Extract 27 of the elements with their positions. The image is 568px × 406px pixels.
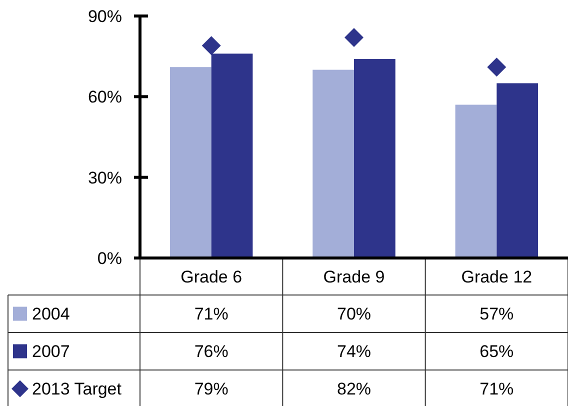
bar: [455, 104, 497, 258]
y-tick-label: 90%: [88, 6, 122, 26]
point: [487, 58, 506, 77]
data-label: 71%: [194, 304, 228, 324]
data-label: 76%: [194, 342, 228, 362]
bar: [354, 59, 396, 258]
bar: [312, 70, 354, 258]
data-label: 82%: [336, 380, 372, 399]
x-tick-label: Grade 9: [323, 267, 385, 286]
x-tick-label: Grade 12: [461, 267, 532, 286]
legend-label: 2004: [32, 304, 70, 324]
bar: [496, 83, 538, 258]
bar: [170, 67, 212, 258]
point: [344, 28, 364, 48]
data-label: 71%: [480, 380, 514, 399]
data-label: 57%: [480, 304, 514, 324]
legend-label: 2007: [32, 342, 70, 362]
y-tick-label: 30%: [88, 168, 122, 188]
y-tick-label: 60%: [88, 88, 122, 107]
point: [202, 36, 221, 56]
data-label: 65%: [480, 342, 514, 362]
data-label: 74%: [336, 342, 372, 362]
legend-label: 2013 Target: [32, 380, 122, 399]
data-label: 70%: [336, 304, 372, 324]
data-label: 79%: [194, 380, 228, 399]
y-tick-label: 0%: [97, 248, 122, 268]
x-tick-label: Grade 6: [180, 267, 242, 286]
